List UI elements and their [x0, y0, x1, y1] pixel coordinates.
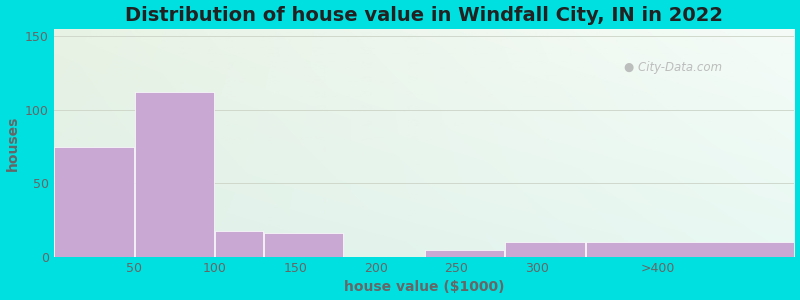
Bar: [505, 242, 585, 257]
Bar: [425, 250, 504, 257]
Title: Distribution of house value in Windfall City, IN in 2022: Distribution of house value in Windfall …: [125, 6, 723, 25]
Bar: [54, 147, 134, 257]
Bar: [586, 242, 794, 257]
Bar: [215, 230, 262, 257]
Bar: [134, 92, 214, 257]
Y-axis label: houses: houses: [6, 115, 19, 171]
Bar: [263, 233, 343, 257]
Text: ● City-Data.com: ● City-Data.com: [624, 61, 722, 74]
X-axis label: house value ($1000): house value ($1000): [344, 280, 504, 294]
